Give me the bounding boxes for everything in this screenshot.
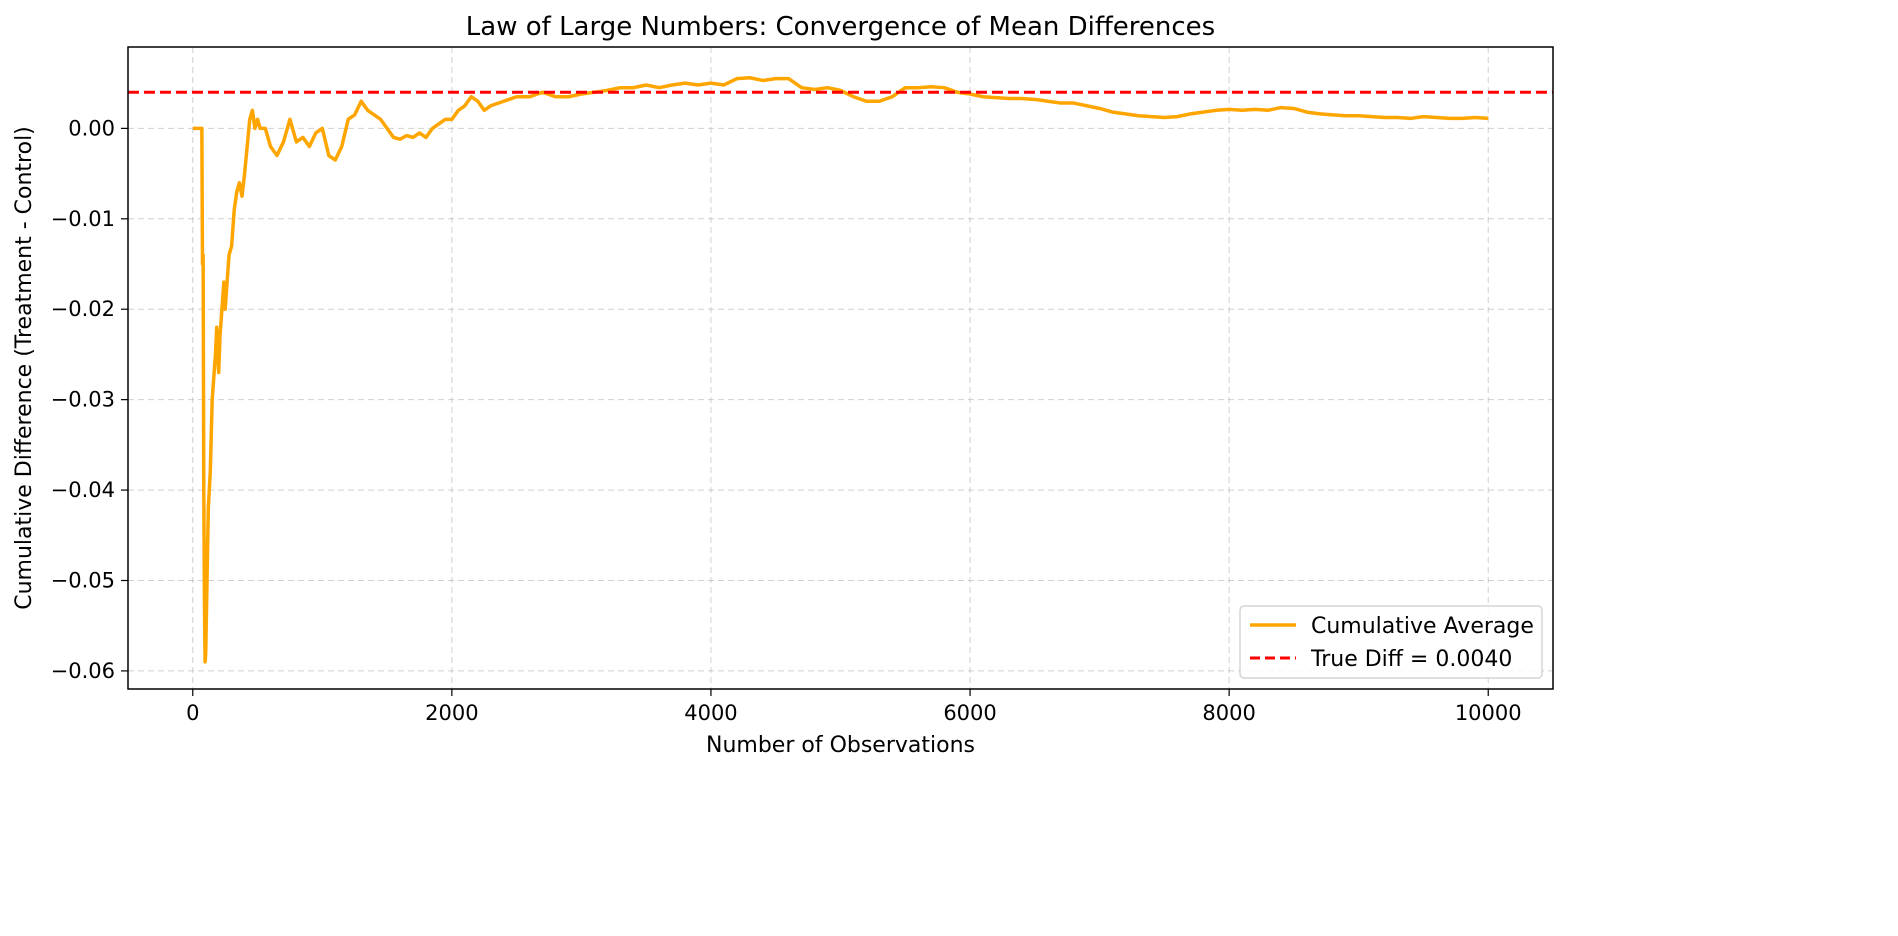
- legend: Cumulative Average True Diff = 0.0040: [1239, 605, 1543, 679]
- y-tick-label: 0.00: [68, 116, 115, 140]
- y-tick-label: −0.01: [51, 207, 115, 231]
- x-tick-label: 4000: [684, 701, 737, 725]
- legend-label-cumulative-average: Cumulative Average: [1311, 614, 1534, 639]
- chart-title: Law of Large Numbers: Convergence of Mea…: [466, 12, 1215, 42]
- x-tick-label: 6000: [943, 701, 996, 725]
- cumulative-average-line: [192, 75, 1489, 664]
- y-tick-label: −0.04: [51, 478, 115, 502]
- ticks: 0 2000 4000 6000 8000 10000 −0.06 −0.05 −0.04 −0.…: [51, 116, 1522, 725]
- x-tick-label: 0: [186, 701, 199, 725]
- y-axis-label: Cumulative Difference (Treatment - Contr…: [12, 126, 37, 610]
- y-tick-label: −0.02: [51, 297, 115, 321]
- legend-box: [1239, 605, 1543, 679]
- y-tick-label: −0.06: [51, 659, 115, 683]
- legend-label-true-diff: True Diff = 0.0040: [1310, 647, 1512, 672]
- plot-frame: [127, 46, 1554, 690]
- x-tick-label: 2000: [425, 701, 478, 725]
- x-tick-label: 8000: [1202, 701, 1255, 725]
- y-tick-label: −0.03: [51, 388, 115, 412]
- grid: [128, 47, 1553, 689]
- x-axis-label: Number of Observations: [706, 733, 975, 758]
- x-tick-label: 10000: [1455, 701, 1522, 725]
- y-tick-label: −0.05: [51, 568, 115, 592]
- series-layer: [128, 75, 1553, 664]
